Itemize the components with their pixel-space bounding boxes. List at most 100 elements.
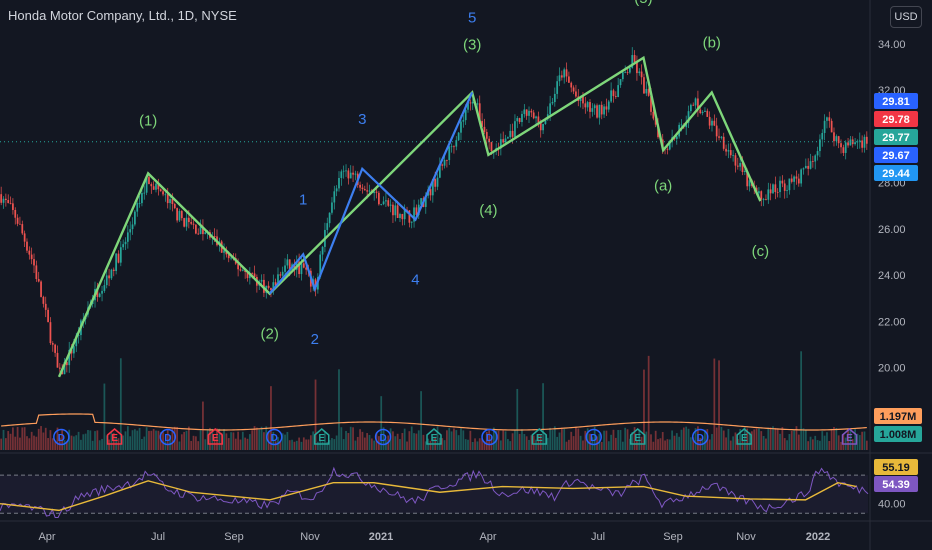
candle-body xyxy=(553,93,556,103)
candle-body xyxy=(528,110,530,116)
event-marker-label: E xyxy=(536,433,543,444)
volume-bar xyxy=(218,428,221,450)
candle-body xyxy=(326,223,329,230)
event-marker-label: E xyxy=(318,433,325,444)
candle-body xyxy=(126,232,129,242)
volume-bar xyxy=(338,369,340,450)
x-tick-label: Nov xyxy=(736,531,756,543)
volume-bar xyxy=(42,432,45,450)
volume-bar xyxy=(295,440,298,450)
volume-bar xyxy=(190,440,193,450)
volume-bar xyxy=(802,428,805,450)
volume-bar xyxy=(779,433,781,450)
volume-bar xyxy=(448,428,451,450)
volume-bar xyxy=(556,436,559,450)
volume-bar xyxy=(91,440,94,450)
candle-body xyxy=(765,199,767,200)
candle-body xyxy=(629,67,631,73)
volume-bar xyxy=(399,439,401,450)
candle-body xyxy=(204,232,207,235)
candle-body xyxy=(300,263,303,275)
volume-bar xyxy=(483,441,486,450)
candle-body xyxy=(563,69,566,78)
candle-body xyxy=(180,211,183,219)
wave-label: 3 xyxy=(358,111,366,128)
candle-body xyxy=(389,204,392,206)
candle-body xyxy=(525,109,528,116)
volume-bar xyxy=(148,430,150,450)
volume-bar xyxy=(842,434,845,450)
volume-bar xyxy=(725,437,727,450)
candle-body xyxy=(12,203,14,210)
candle-body xyxy=(814,155,817,162)
volume-bar xyxy=(436,426,439,450)
volume-bar xyxy=(786,440,788,450)
volume-bar xyxy=(396,433,399,450)
candle-body xyxy=(363,189,366,191)
candle-body xyxy=(56,352,59,368)
volume-bar xyxy=(826,432,828,450)
candle-body xyxy=(610,90,612,102)
volume-bar xyxy=(624,427,627,450)
volume-bar xyxy=(420,391,422,450)
candle-body xyxy=(718,136,720,138)
candle-body xyxy=(833,132,835,142)
x-tick-label: 2022 xyxy=(806,531,830,543)
candle-body xyxy=(762,199,765,200)
volume-bar xyxy=(2,429,5,450)
candle-body xyxy=(858,140,861,142)
volume-bar xyxy=(129,436,132,450)
candle-body xyxy=(490,142,493,152)
candle-body xyxy=(436,177,439,187)
volume-bar xyxy=(499,440,502,450)
currency-button[interactable]: USD xyxy=(890,6,922,28)
volume-bar xyxy=(108,439,110,450)
volume-bar xyxy=(429,440,432,450)
wave-label: (c) xyxy=(752,243,770,260)
volume-bar xyxy=(47,438,49,450)
volume-bar xyxy=(77,431,80,450)
wave-label: (4) xyxy=(479,202,497,219)
volume-bar xyxy=(476,441,479,450)
candle-body xyxy=(2,198,5,203)
candle-body xyxy=(195,224,197,234)
volume-bar xyxy=(19,437,21,450)
volume-bar xyxy=(638,429,641,450)
candle-body xyxy=(230,257,232,259)
candle-body xyxy=(115,253,117,272)
volume-bar xyxy=(385,439,387,450)
volume-bar xyxy=(469,430,472,450)
volume-bar xyxy=(715,427,718,450)
candle-body xyxy=(795,176,798,179)
volume-bar xyxy=(701,436,704,450)
price-label-box xyxy=(874,129,918,145)
volume-bar xyxy=(73,436,75,450)
volume-bar xyxy=(260,426,263,450)
volume-bar xyxy=(143,436,146,450)
volume-bar xyxy=(284,434,286,450)
volume-bar xyxy=(441,438,444,450)
candle-body xyxy=(575,91,577,97)
volume-bar xyxy=(368,435,371,450)
candle-body xyxy=(333,191,336,203)
candle-body xyxy=(582,96,584,104)
volume-bar xyxy=(790,430,793,450)
candle-body xyxy=(711,120,713,126)
candle-body xyxy=(800,169,803,184)
candle-body xyxy=(267,285,270,288)
volume-bar xyxy=(577,428,580,450)
volume-bar xyxy=(342,439,345,450)
candle-body xyxy=(769,189,772,194)
candle-body xyxy=(424,195,427,207)
volume-label-box xyxy=(874,426,922,442)
volume-bar xyxy=(593,426,596,450)
candle-body xyxy=(736,165,739,167)
dividend-marker-icon xyxy=(481,428,498,446)
volume-bar xyxy=(28,438,31,450)
volume-bar xyxy=(293,441,296,450)
volume-bar xyxy=(356,436,359,450)
candle-body xyxy=(239,269,242,271)
chart-title: Honda Motor Company, Ltd., 1D, NYSE xyxy=(8,8,237,23)
volume-bar xyxy=(661,432,664,450)
volume-bar xyxy=(227,438,230,450)
